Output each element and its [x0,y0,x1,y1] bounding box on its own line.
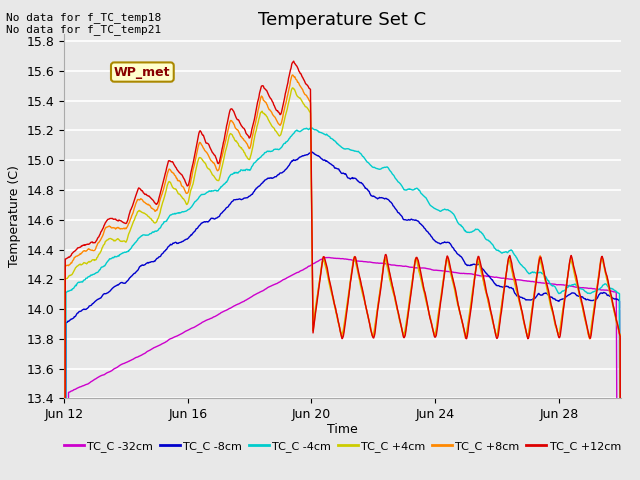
Y-axis label: Temperature (C): Temperature (C) [8,165,21,267]
Text: WP_met: WP_met [114,66,171,79]
Text: No data for f_TC_temp18
No data for f_TC_temp21: No data for f_TC_temp18 No data for f_TC… [6,12,162,36]
Legend: TC_C -32cm, TC_C -8cm, TC_C -4cm, TC_C +4cm, TC_C +8cm, TC_C +12cm: TC_C -32cm, TC_C -8cm, TC_C -4cm, TC_C +… [60,437,625,456]
Title: Temperature Set C: Temperature Set C [259,11,426,29]
X-axis label: Time: Time [327,422,358,435]
